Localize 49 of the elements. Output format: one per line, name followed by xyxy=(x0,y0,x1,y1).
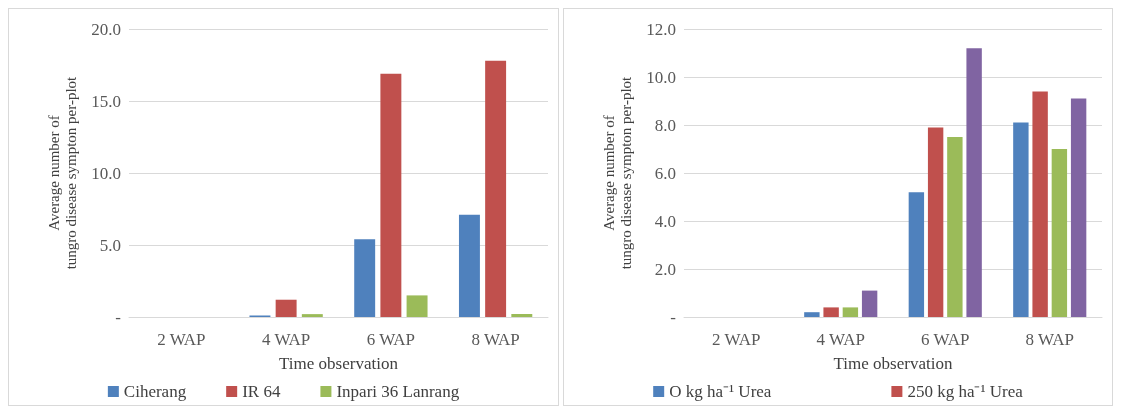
y-tick-label: 4.0 xyxy=(654,211,676,231)
bar xyxy=(485,60,507,317)
legend-label: IR 64 xyxy=(242,382,281,401)
y-tick-label: - xyxy=(670,307,677,327)
bar xyxy=(947,137,963,317)
x-tick-label: 2 WAP xyxy=(712,330,761,349)
x-axis-title: Time observation xyxy=(833,354,953,373)
x-tick-label: 4 WAP xyxy=(816,330,865,349)
y-tick-label: 6.0 xyxy=(654,163,676,183)
bar xyxy=(354,239,376,317)
y-tick-label: 15.0 xyxy=(91,91,121,111)
bar xyxy=(842,307,859,317)
bar xyxy=(823,307,839,317)
y-axis-title: Average number of tungro disease sympton per-plot xyxy=(600,75,634,270)
bar xyxy=(380,73,402,317)
x-axis-title: Time observation xyxy=(279,354,399,373)
bar xyxy=(406,295,428,317)
y-tick-label: 5.0 xyxy=(99,235,121,255)
bar xyxy=(927,127,944,317)
y-tick-label: 8.0 xyxy=(654,115,676,135)
bar xyxy=(301,314,323,317)
bar xyxy=(1051,149,1068,317)
x-tick-label: 2 WAP xyxy=(157,330,206,349)
bar xyxy=(1032,91,1048,317)
x-tick-label: 6 WAP xyxy=(366,330,416,349)
legend-label: Ciherang xyxy=(123,382,187,401)
x-tick-label: 4 WAP xyxy=(261,330,311,349)
bar xyxy=(1013,122,1029,317)
bar xyxy=(511,314,533,317)
y-tick-label: - xyxy=(115,307,122,327)
bar xyxy=(275,299,297,317)
legend-label: 250 kg ha⁻¹ Urea xyxy=(907,382,1024,401)
legend-label: O kg ha⁻¹ Urea xyxy=(669,382,772,401)
legend-label: Inpari 36 Lanrang xyxy=(336,382,460,401)
bar xyxy=(908,192,925,317)
bar xyxy=(1070,98,1087,317)
x-tick-label: 8 WAP xyxy=(471,330,520,349)
x-tick-label: 6 WAP xyxy=(921,330,970,349)
y-tick-label: 10.0 xyxy=(91,163,121,183)
bar xyxy=(861,290,878,317)
bar xyxy=(804,312,820,317)
bar xyxy=(966,48,982,317)
y-tick-label: 20.0 xyxy=(91,19,121,39)
x-tick-label: 8 WAP xyxy=(1025,330,1074,349)
y-axis-title: Average number of tungro disease sympton per-plot xyxy=(45,75,79,270)
bar xyxy=(458,214,480,317)
y-tick-label: 12.0 xyxy=(646,19,676,39)
y-tick-label: 10.0 xyxy=(646,67,676,87)
y-tick-label: 2.0 xyxy=(654,259,676,279)
